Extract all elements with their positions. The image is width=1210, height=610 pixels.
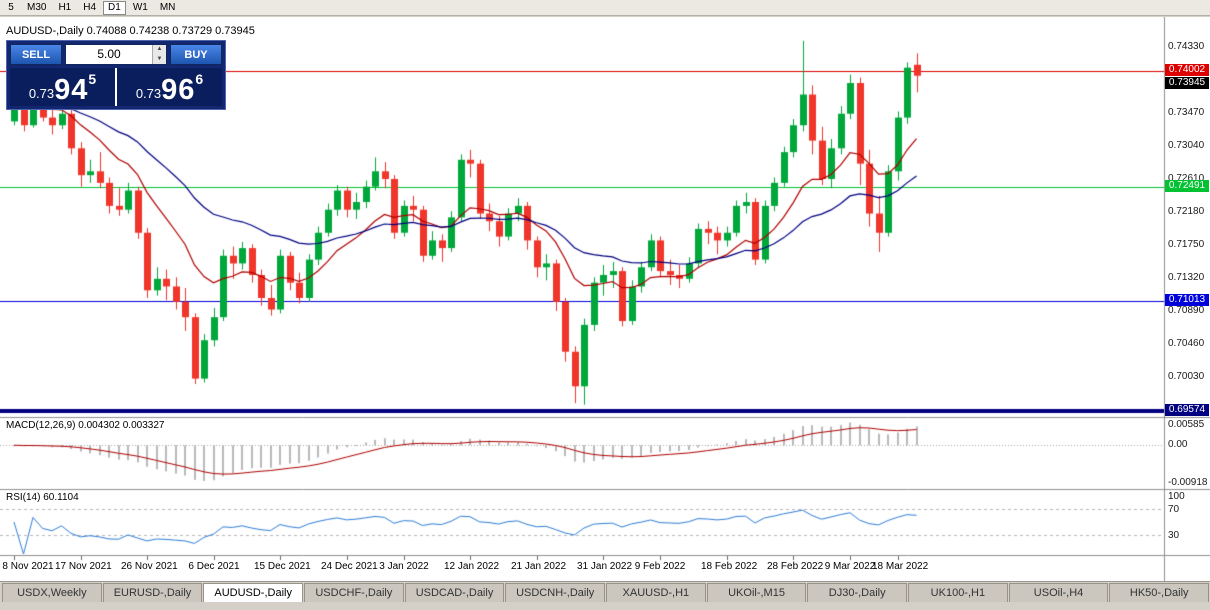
quote-divider bbox=[115, 68, 117, 106]
symbol-ohlc-info: AUDUSD-,Daily 0.74088 0.74238 0.73729 0.… bbox=[6, 25, 255, 37]
one-click-trading-panel: SELL 5.00 ▲ ▼ BUY 0.73 94 5 0.73 96 6 bbox=[6, 40, 226, 110]
price-axis-tick: 0.73470 bbox=[1168, 107, 1205, 118]
date-axis-label: 15 Dec 2021 bbox=[254, 561, 311, 572]
rsi-axis-label: 100 bbox=[1168, 491, 1185, 502]
date-axis-label: 18 Feb 2022 bbox=[701, 561, 758, 572]
date-axis-label: 9 Mar 2022 bbox=[824, 561, 876, 572]
chart-tab-usdcnh-daily[interactable]: USDCNH-,Daily bbox=[505, 583, 606, 602]
macd-indicator-label: MACD(12,26,9) 0.004302 0.003327 bbox=[6, 420, 165, 431]
sell-button[interactable]: SELL bbox=[10, 44, 62, 65]
date-axis-label: 21 Jan 2022 bbox=[511, 561, 567, 572]
timeframe-button-w1[interactable]: W1 bbox=[128, 1, 153, 15]
chart-area: AUDUSD-,Daily 0.74088 0.74238 0.73729 0.… bbox=[0, 17, 1210, 581]
chart-tab-dj30-daily[interactable]: DJ30-,Daily bbox=[807, 583, 908, 602]
rsi-axis-label: 30 bbox=[1168, 530, 1180, 541]
chart-tab-usdchf-daily[interactable]: USDCHF-,Daily bbox=[304, 583, 404, 602]
timeframe-button-m30[interactable]: M30 bbox=[22, 1, 51, 15]
timeframe-button-d1[interactable]: D1 bbox=[103, 0, 126, 15]
chart-tab-audusd-daily[interactable]: AUDUSD-,Daily bbox=[203, 583, 304, 602]
timeframe-button-h1[interactable]: H1 bbox=[53, 1, 76, 15]
price-axis-tick: 0.70890 bbox=[1168, 305, 1205, 316]
timeframe-toolbar: 5 M30 H1 H4 D1 W1 MN bbox=[0, 0, 1210, 16]
price-axis-tick: 0.70460 bbox=[1168, 338, 1205, 349]
price-axis-tick: 0.71750 bbox=[1168, 239, 1205, 250]
price-axis-tick: 0.72610 bbox=[1168, 173, 1205, 184]
date-axis-label: 12 Jan 2022 bbox=[444, 561, 500, 572]
price-axis-tick: 0.71320 bbox=[1168, 272, 1205, 283]
lot-size-control[interactable]: 5.00 ▲ ▼ bbox=[65, 44, 167, 65]
chart-tab-ukoil-m15[interactable]: UKOil-,M15 bbox=[706, 583, 807, 602]
lot-spinner[interactable]: ▲ ▼ bbox=[152, 45, 166, 64]
buy-price-big: 96 bbox=[161, 74, 196, 106]
price-line-badge: 0.72491 bbox=[1165, 180, 1209, 192]
lot-size-value[interactable]: 5.00 bbox=[97, 47, 121, 61]
macd-axis-label: -0.00918 bbox=[1168, 477, 1208, 488]
chart-tab-eurusd-daily[interactable]: EURUSD-,Daily bbox=[102, 583, 203, 602]
price-axis-tick: 0.70030 bbox=[1168, 371, 1205, 382]
price-axis-tick: 0.74330 bbox=[1168, 41, 1205, 52]
chart-tab-usoil-h4[interactable]: USOil-,H4 bbox=[1008, 583, 1109, 602]
date-axis-label: 8 Nov 2021 bbox=[2, 561, 54, 572]
lot-increment-arrow-icon[interactable]: ▲ bbox=[153, 45, 166, 55]
macd-axis-label: 0.00 bbox=[1168, 439, 1188, 450]
date-axis-label: 9 Feb 2022 bbox=[634, 561, 686, 572]
sell-price-prefix: 0.73 bbox=[28, 86, 55, 101]
date-axis-label: 6 Dec 2021 bbox=[188, 561, 240, 572]
date-axis-label: 3 Jan 2022 bbox=[379, 561, 429, 572]
date-axis-label: 18 Mar 2022 bbox=[872, 561, 929, 572]
price-line-badge: 0.69574 bbox=[1165, 404, 1209, 416]
lot-decrement-arrow-icon[interactable]: ▼ bbox=[153, 54, 166, 64]
sell-price-quote[interactable]: 0.73 94 5 bbox=[10, 68, 115, 106]
date-axis-label: 28 Feb 2022 bbox=[767, 561, 824, 572]
chart-tab-hk50-daily[interactable]: HK50-,Daily bbox=[1109, 583, 1210, 602]
rsi-indicator-label: RSI(14) 60.1104 bbox=[6, 492, 79, 503]
date-axis-label: 26 Nov 2021 bbox=[121, 561, 178, 572]
sell-price-big: 94 bbox=[54, 74, 89, 106]
date-axis-label: 31 Jan 2022 bbox=[577, 561, 633, 572]
chart-tab-xauusd-h1[interactable]: XAUUSD-,H1 bbox=[606, 583, 706, 602]
buy-price-pipette: 6 bbox=[195, 71, 204, 87]
chart-tab-usdx-weekly[interactable]: USDX,Weekly bbox=[2, 583, 102, 602]
timeframe-button-mn[interactable]: MN bbox=[155, 1, 181, 15]
price-line-badge: 0.71013 bbox=[1165, 294, 1209, 306]
timeframe-button-5[interactable]: 5 bbox=[2, 1, 20, 15]
rsi-axis-label: 70 bbox=[1168, 504, 1180, 515]
date-axis-label: 24 Dec 2021 bbox=[321, 561, 378, 572]
chart-tab-uk100-h1[interactable]: UK100-,H1 bbox=[908, 583, 1008, 602]
price-axis-tick: 0.73040 bbox=[1168, 140, 1205, 151]
chart-tab-usdcad-daily[interactable]: USDCAD-,Daily bbox=[404, 583, 505, 602]
sell-price-pipette: 5 bbox=[88, 71, 97, 87]
price-line-badge: 0.73945 bbox=[1165, 77, 1209, 89]
price-line-badge: 0.74002 bbox=[1165, 64, 1209, 76]
macd-axis-label: 0.00585 bbox=[1168, 419, 1205, 430]
timeframe-button-h4[interactable]: H4 bbox=[78, 1, 101, 15]
price-axis-tick: 0.72180 bbox=[1168, 206, 1205, 217]
buy-button[interactable]: BUY bbox=[170, 44, 222, 65]
buy-price-prefix: 0.73 bbox=[135, 86, 162, 101]
date-axis-label: 17 Nov 2021 bbox=[55, 561, 112, 572]
chart-tab-bar: USDX,Weekly EURUSD-,Daily AUDUSD-,Daily USD… bbox=[0, 581, 1210, 610]
buy-price-quote[interactable]: 0.73 96 6 bbox=[117, 68, 222, 106]
price-chart-canvas[interactable] bbox=[0, 17, 1210, 581]
